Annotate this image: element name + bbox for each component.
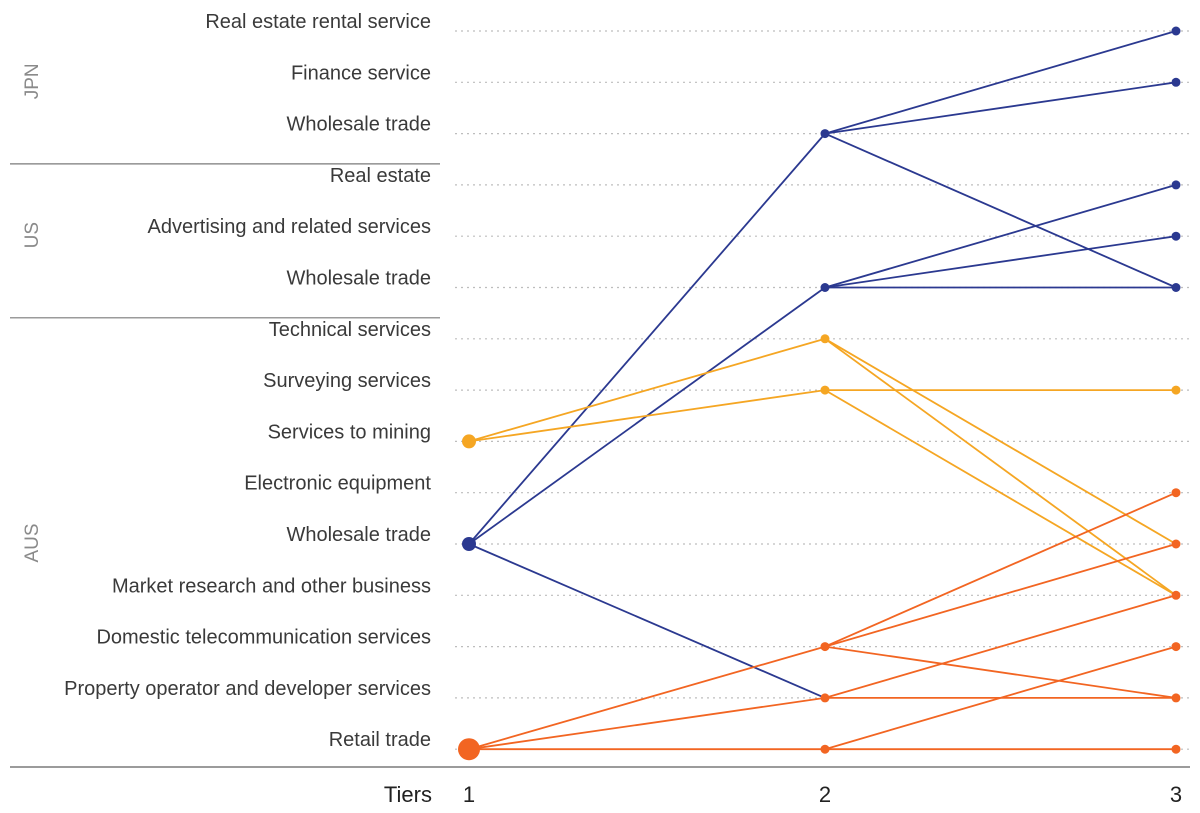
node-point <box>1171 77 1181 87</box>
node-point <box>1171 180 1181 190</box>
link-line <box>468 697 826 751</box>
row-label: Technical services <box>269 319 431 341</box>
tier-tick-labels: 1 2 3 <box>463 782 1182 807</box>
row-label: Surveying services <box>263 370 431 392</box>
group-separators <box>10 163 440 319</box>
link-line <box>824 184 1177 289</box>
node-point <box>1171 385 1181 395</box>
node-point <box>462 537 476 551</box>
link-line <box>824 81 1177 135</box>
node-point <box>820 642 830 652</box>
row-label: Wholesale trade <box>286 268 431 290</box>
node-point <box>1171 26 1181 36</box>
node-point <box>820 129 830 139</box>
row-labels: Real estate rental service Finance servic… <box>64 11 431 751</box>
node-point <box>820 385 830 395</box>
row-label: Wholesale trade <box>286 524 431 546</box>
node-point <box>1171 642 1181 652</box>
tier-tick-label: 2 <box>819 782 831 807</box>
node-point <box>820 334 830 344</box>
node-point <box>820 744 830 754</box>
group-labels: JPN US AUS <box>22 63 43 562</box>
link-line <box>824 338 1177 597</box>
row-label: Advertising and related services <box>148 216 431 238</box>
node-point <box>1171 283 1181 292</box>
x-axis-title: Tiers <box>384 782 432 807</box>
node-point <box>1171 693 1181 703</box>
link-line <box>824 389 1177 597</box>
row-label: Finance service <box>291 62 431 84</box>
row-label: Domestic telecommunication services <box>96 627 431 649</box>
node-point <box>458 738 480 761</box>
row-label: Property operator and developer services <box>64 678 431 700</box>
group-label: JPN <box>22 63 43 99</box>
node-point <box>820 283 830 292</box>
row-label: Real estate <box>330 165 431 187</box>
link-line <box>824 132 1177 289</box>
link-line <box>468 133 826 545</box>
nodes <box>458 26 1181 761</box>
link-line <box>824 338 1177 545</box>
row-label: Services to mining <box>268 421 431 443</box>
link-line <box>468 337 826 443</box>
link-line <box>824 543 1177 648</box>
link-line <box>824 645 1177 751</box>
row-label: Retail trade <box>329 729 431 751</box>
links <box>468 30 1177 751</box>
node-point <box>1171 590 1181 600</box>
tier-tick-label: 1 <box>463 782 475 807</box>
node-point <box>462 434 476 449</box>
node-point <box>1171 744 1181 754</box>
node-point <box>1171 539 1181 549</box>
node-point <box>820 693 830 703</box>
node-point <box>1171 231 1181 241</box>
link-line <box>824 491 1177 648</box>
row-label: Market research and other business <box>112 575 431 597</box>
link-line <box>468 645 826 751</box>
link-line <box>468 543 826 699</box>
node-point <box>1171 488 1181 498</box>
link-line <box>824 645 1177 699</box>
link-line <box>824 594 1177 699</box>
group-label: US <box>22 222 43 248</box>
tier-tick-label: 3 <box>1170 782 1182 807</box>
group-label: AUS <box>22 523 43 562</box>
row-label: Real estate rental service <box>205 11 431 33</box>
row-label: Wholesale trade <box>286 114 431 136</box>
link-line <box>468 389 826 443</box>
link-line <box>824 30 1177 135</box>
row-label: Electronic equipment <box>244 473 431 495</box>
link-line <box>824 235 1177 289</box>
